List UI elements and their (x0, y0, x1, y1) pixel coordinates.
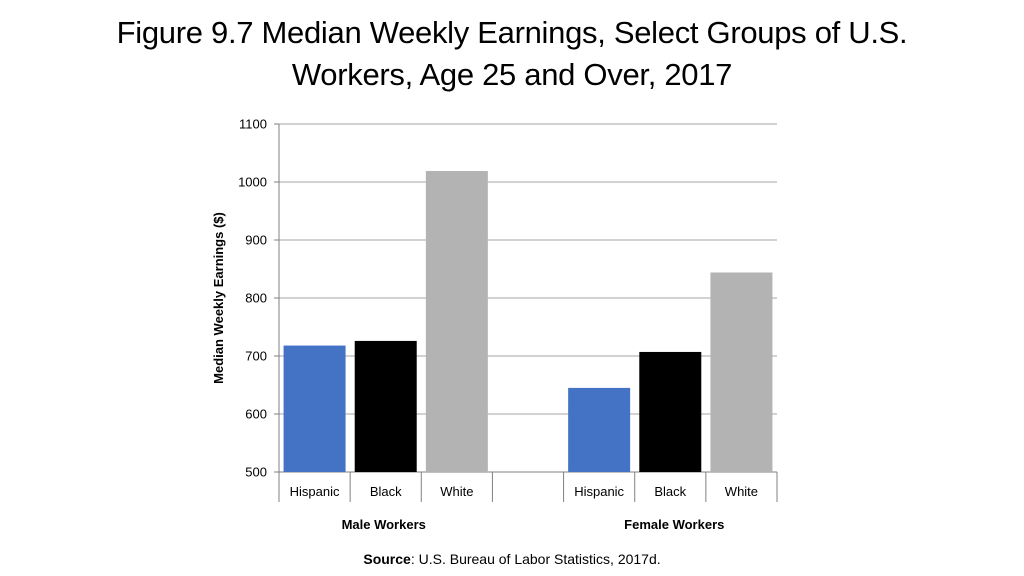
group-label-female: Female Workers (624, 517, 724, 532)
title-line-2: Workers, Age 25 and Over, 2017 (291, 57, 733, 92)
source-note: Source: U.S. Bureau of Labor Statistics,… (0, 551, 1024, 567)
x-label-male-hispanic: Hispanic (290, 484, 340, 499)
bar-male-black (354, 340, 417, 472)
x-label-male-white: White (440, 484, 473, 499)
x-label-male-black: Black (370, 484, 402, 499)
x-label-female-hispanic: Hispanic (574, 484, 624, 499)
y-tick-label-600: 600 (245, 407, 267, 422)
y-axis-title: Median Weekly Earnings ($) (211, 212, 226, 384)
y-tick-label-1100: 1100 (239, 117, 267, 132)
title-line-1: Figure 9.7 Median Weekly Earnings, Selec… (116, 15, 908, 50)
source-text: : U.S. Bureau of Labor Statistics, 2017d… (410, 551, 661, 567)
bar-male-white (425, 170, 488, 473)
y-tick-label-500: 500 (245, 465, 267, 480)
bar-female-white (710, 272, 773, 472)
y-tick-label-900: 900 (245, 233, 267, 248)
y-tick-label-700: 700 (245, 349, 267, 364)
bar-female-black (639, 351, 702, 472)
y-tick-label-1000: 1000 (238, 175, 267, 190)
bar-female-hispanic (568, 387, 631, 472)
group-label-male: Male Workers (342, 517, 426, 532)
x-label-female-white: White (725, 484, 758, 499)
bar-male-hispanic (283, 345, 346, 472)
y-tick-label-800: 800 (245, 291, 267, 306)
slide-title: Figure 9.7 Median Weekly Earnings, Selec… (0, 12, 1024, 96)
source-label: Source (363, 551, 411, 567)
x-label-female-black: Black (654, 484, 686, 499)
